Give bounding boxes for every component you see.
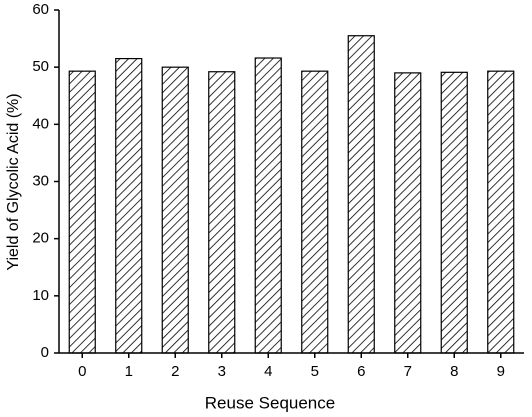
x-tick-label: 4 (264, 363, 272, 380)
x-tick-label: 9 (497, 363, 505, 380)
bar (161, 66, 189, 354)
y-tick-label: 10 (32, 287, 49, 304)
y-tick-label: 30 (32, 172, 49, 189)
y-axis-label: Yield of Glycolic Acid (%) (5, 93, 22, 270)
y-tick-label: 50 (32, 58, 49, 75)
bar (301, 70, 329, 354)
y-tick-label: 60 (32, 1, 49, 18)
bar (487, 70, 515, 354)
x-tick-label: 2 (171, 363, 179, 380)
x-tick-label: 8 (450, 363, 458, 380)
x-tick-label: 1 (125, 363, 133, 380)
x-tick-label: 3 (218, 363, 226, 380)
x-axis-label: Reuse Sequence (205, 393, 335, 412)
bar (115, 57, 143, 354)
bar (254, 57, 282, 354)
x-tick-label: 6 (357, 363, 365, 380)
bar (440, 71, 468, 354)
bar (208, 71, 236, 354)
bar (394, 72, 422, 354)
y-tick-label: 20 (32, 230, 49, 247)
bar (68, 70, 96, 354)
y-tick-label: 0 (41, 344, 49, 361)
bar (347, 35, 375, 354)
x-tick-label: 0 (78, 363, 86, 380)
y-tick-label: 40 (32, 115, 49, 132)
x-tick-label: 5 (311, 363, 319, 380)
x-tick-label: 7 (404, 363, 412, 380)
